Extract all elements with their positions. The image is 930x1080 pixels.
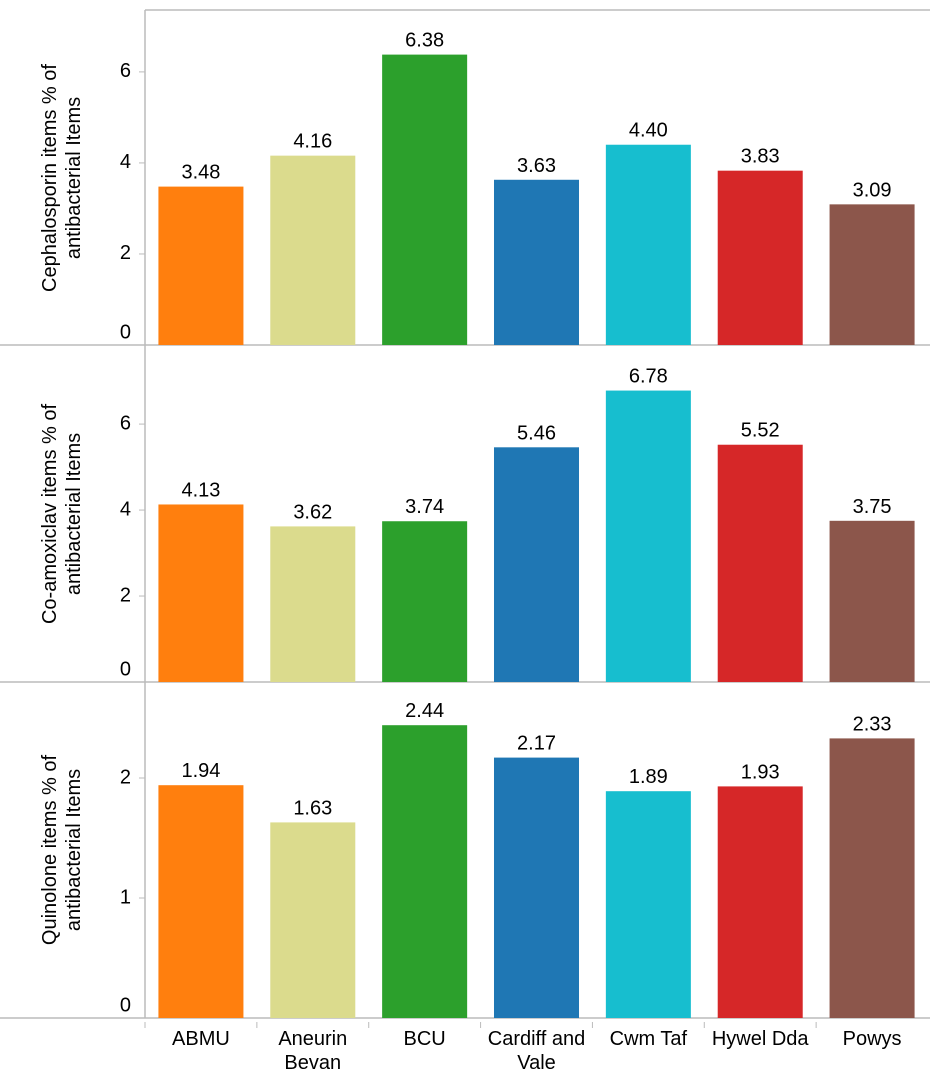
bar [829, 204, 915, 345]
value-label: 5.46 [517, 422, 556, 444]
value-label: 1.94 [181, 760, 220, 782]
value-label: 5.52 [741, 420, 780, 442]
y-tick-label: 6 [120, 412, 131, 434]
value-label: 1.93 [741, 761, 780, 783]
y-tick-label: 6 [120, 60, 131, 82]
value-label: 6.38 [405, 30, 444, 52]
bar [717, 786, 803, 1018]
value-label: 3.09 [853, 179, 892, 201]
y-tick-label: 4 [120, 498, 131, 520]
bar [605, 144, 691, 345]
y-axis-label: Cephalosporin items % of antibacterial I… [39, 63, 85, 292]
value-label: 2.44 [405, 700, 444, 722]
bar [382, 725, 468, 1018]
x-tick-label: BCU [403, 1028, 446, 1050]
value-label: 4.13 [181, 479, 220, 501]
y-tick-label: 2 [120, 766, 131, 788]
y-tick-label: 2 [120, 242, 131, 264]
y-tick-label: 1 [120, 886, 131, 908]
value-label: 3.75 [853, 496, 892, 518]
value-label: 3.48 [181, 162, 220, 184]
bar [270, 155, 356, 345]
value-label: 1.89 [629, 766, 668, 788]
bar [382, 54, 468, 345]
x-tick-label: Powys [842, 1028, 902, 1050]
x-tick-label: ABMU [172, 1028, 230, 1050]
y-axis-label: Co-amoxiclav items % of antibacterial It… [39, 403, 85, 624]
y-tick-label: 0 [120, 658, 131, 680]
bar [158, 504, 244, 682]
value-label: 6.78 [629, 366, 668, 388]
bar [829, 520, 915, 682]
value-label: 2.17 [517, 733, 556, 755]
bar [158, 785, 244, 1018]
bar [382, 521, 468, 682]
x-tick-label: Cwm Taf [609, 1028, 688, 1050]
bar [493, 447, 580, 682]
value-label: 1.63 [293, 797, 332, 819]
y-tick-label: 0 [120, 321, 131, 343]
x-tick-label: Aneurin Bevan [278, 1028, 348, 1074]
y-tick-label: 4 [120, 151, 131, 173]
bar [270, 822, 356, 1018]
y-tick-label: 2 [120, 584, 131, 606]
value-label: 4.16 [293, 131, 332, 153]
y-axis-label: Quinolone items % of antibacterial Items [39, 754, 85, 946]
bar [717, 444, 803, 682]
bar [158, 186, 244, 345]
value-label: 3.74 [405, 496, 444, 518]
value-label: 3.62 [293, 501, 332, 523]
bar [605, 390, 691, 682]
bar [605, 791, 691, 1018]
value-label: 3.83 [741, 146, 780, 168]
bar [829, 738, 915, 1018]
bar [717, 170, 803, 345]
value-label: 4.40 [629, 120, 668, 142]
bar [270, 526, 356, 682]
x-tick-label: Hywel Dda [711, 1028, 809, 1050]
x-tick-label: Cardiff and Vale [487, 1028, 586, 1074]
bar [493, 179, 580, 345]
bar [493, 757, 580, 1018]
y-tick-label: 0 [120, 994, 131, 1016]
value-label: 2.33 [853, 713, 892, 735]
value-label: 3.63 [517, 155, 556, 177]
